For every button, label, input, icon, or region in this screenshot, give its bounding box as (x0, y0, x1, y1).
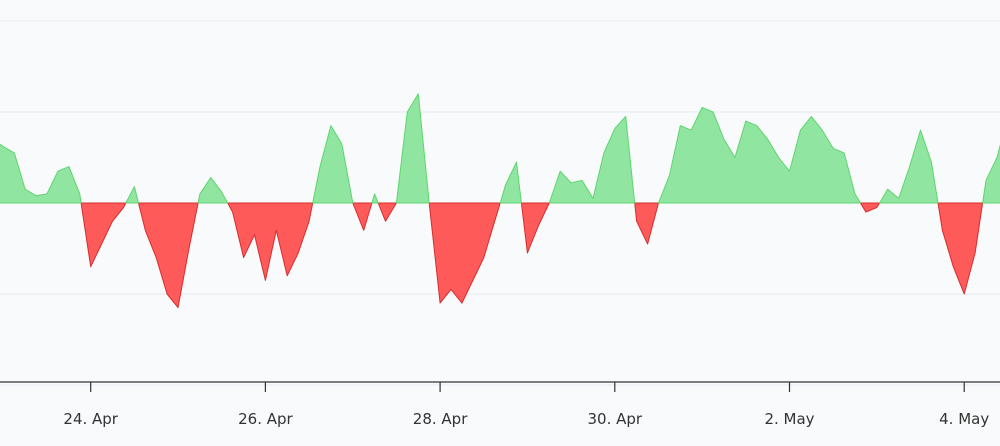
x-tick-label: 24. Apr (63, 410, 118, 428)
negative-area-segment-7 (352, 202, 373, 231)
x-tick-label: 4. May (939, 410, 989, 428)
x-tick-label: 30. Apr (588, 410, 643, 428)
positive-area-segment-4 (197, 177, 229, 204)
positive-area-segment-20 (982, 144, 1000, 204)
negative-area-segment-15 (634, 202, 659, 245)
positive-area-segment-0 (0, 143, 82, 204)
positive-area-segment-8 (371, 193, 379, 204)
negative-area-segment-19 (937, 202, 984, 295)
negative-area-segment-13 (520, 202, 550, 254)
positive-area-segment-6 (312, 125, 354, 204)
x-tick-label: 28. Apr (413, 410, 468, 428)
negative-area-segment-1 (80, 202, 127, 268)
negative-area-series (80, 202, 984, 309)
positive-area-segment-2 (125, 186, 139, 204)
positive-area-segment-10 (395, 93, 430, 204)
positive-area-segment-18 (879, 129, 939, 204)
positive-area-segment-12 (499, 161, 522, 204)
positive-area-segment-14 (548, 116, 636, 204)
positive-area-series (0, 93, 1000, 204)
negative-area-segment-3 (138, 202, 199, 309)
x-tick-label: 26. Apr (238, 410, 293, 428)
negative-area-segment-17 (860, 202, 881, 213)
x-tick-label: 2. May (764, 410, 814, 428)
negative-area-segment-9 (377, 202, 397, 222)
negative-area-segment-5 (227, 202, 314, 281)
positive-area-segment-16 (658, 107, 861, 204)
negative-area-segment-11 (428, 202, 501, 304)
